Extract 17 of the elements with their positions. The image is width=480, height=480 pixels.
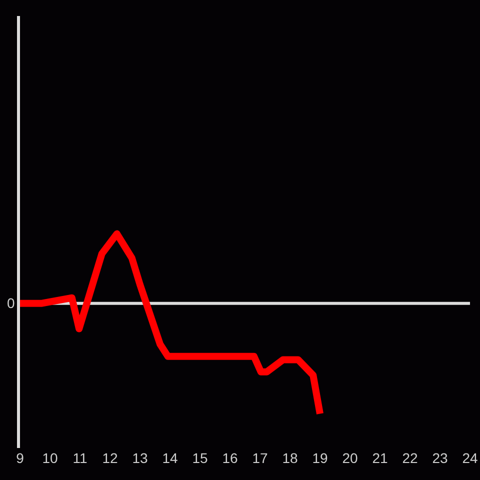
ref-line-label: 0	[7, 295, 15, 311]
x-tick-label: 11	[72, 450, 88, 466]
x-tick-label: 10	[42, 450, 58, 466]
x-tick-label: 15	[192, 450, 208, 466]
x-tick-label: 22	[402, 450, 418, 466]
x-tick-label: 14	[162, 450, 178, 466]
x-tick-label: 16	[222, 450, 238, 466]
x-tick-label: 18	[282, 450, 298, 466]
x-tick-label: 19	[312, 450, 328, 466]
x-tick-label: 23	[432, 450, 448, 466]
x-tick-label: 24	[462, 450, 478, 466]
x-tick-label: 21	[372, 450, 388, 466]
x-tick-label: 13	[132, 450, 148, 466]
x-tick-label: 17	[252, 450, 268, 466]
x-tick-label: 9	[16, 450, 24, 466]
x-tick-label: 12	[102, 450, 118, 466]
x-tick-label: 20	[342, 450, 358, 466]
